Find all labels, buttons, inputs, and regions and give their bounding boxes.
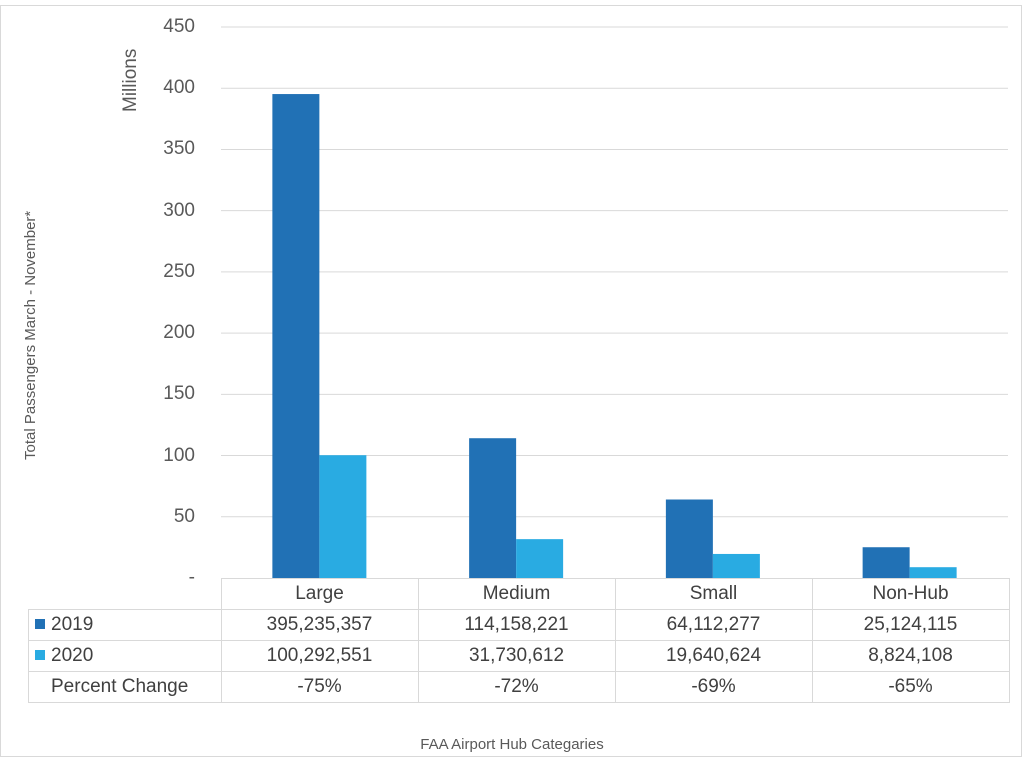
y-tick-label: 300	[163, 199, 195, 221]
table-header-cell: Non-Hub	[811, 578, 1010, 610]
table-corner	[28, 578, 222, 610]
table-header-cell: Small	[614, 578, 813, 610]
bar-2019-medium	[469, 438, 517, 578]
table-cell: 395,235,357	[220, 609, 419, 641]
table-cell: 25,124,115	[811, 609, 1010, 641]
table-cell: 8,824,108	[811, 640, 1010, 672]
legend-entry-2019: 2019	[28, 609, 222, 641]
table-cell: -72%	[417, 671, 616, 703]
x-axis-title: FAA Airport Hub Categaries	[420, 736, 604, 753]
table-row: 2020 100,292,551 31,730,612 19,640,624 8…	[28, 640, 1010, 672]
table-cell: 19,640,624	[614, 640, 813, 672]
table-cell: 114,158,221	[417, 609, 616, 641]
table-header-cell: Medium	[417, 578, 616, 610]
data-table: Large Medium Small Non-Hub 2019 395,235,…	[28, 578, 1010, 703]
y-axis-title: Total Passengers March - November*	[22, 210, 39, 460]
row-label: Percent Change	[28, 671, 222, 703]
bar-2019-small	[665, 499, 713, 578]
y-tick-label: 100	[163, 444, 195, 466]
y-axis-units: Millions	[120, 48, 141, 112]
table-cell: -69%	[614, 671, 813, 703]
table-cell: 64,112,277	[614, 609, 813, 641]
bar-2019-large	[272, 94, 320, 578]
row-label: 2020	[51, 645, 94, 666]
bar-2020-medium	[516, 539, 564, 578]
y-tick-label: 200	[163, 322, 195, 344]
table-row: Percent Change -75% -72% -69% -65%	[28, 671, 1010, 703]
bar-2020-large	[319, 455, 367, 578]
legend-entry-2020: 2020	[28, 640, 222, 672]
table-cell: 31,730,612	[417, 640, 616, 672]
table-cell: 100,292,551	[220, 640, 419, 672]
bar-2020-non-hub	[909, 567, 957, 578]
table-row: 2019 395,235,357 114,158,221 64,112,277 …	[28, 609, 1010, 641]
y-tick-label: 450	[163, 16, 195, 37]
y-tick-label: 350	[163, 138, 195, 160]
y-tick-label: 50	[173, 505, 195, 527]
row-label: 2019	[51, 614, 94, 635]
legend-key-2019	[35, 619, 45, 629]
table-cell: -75%	[220, 671, 419, 703]
table-cell: -65%	[811, 671, 1010, 703]
y-tick-label: 250	[163, 260, 195, 282]
bar-2019-non-hub	[862, 547, 910, 578]
table-header-row: Large Medium Small Non-Hub	[28, 578, 1010, 610]
y-tick-label: 400	[163, 77, 195, 99]
y-tick-label: -	[188, 567, 195, 588]
table-header-cell: Large	[220, 578, 419, 610]
y-tick-label: 150	[163, 383, 195, 405]
bar-2020-small	[712, 553, 760, 578]
legend-key-2020	[35, 650, 45, 660]
